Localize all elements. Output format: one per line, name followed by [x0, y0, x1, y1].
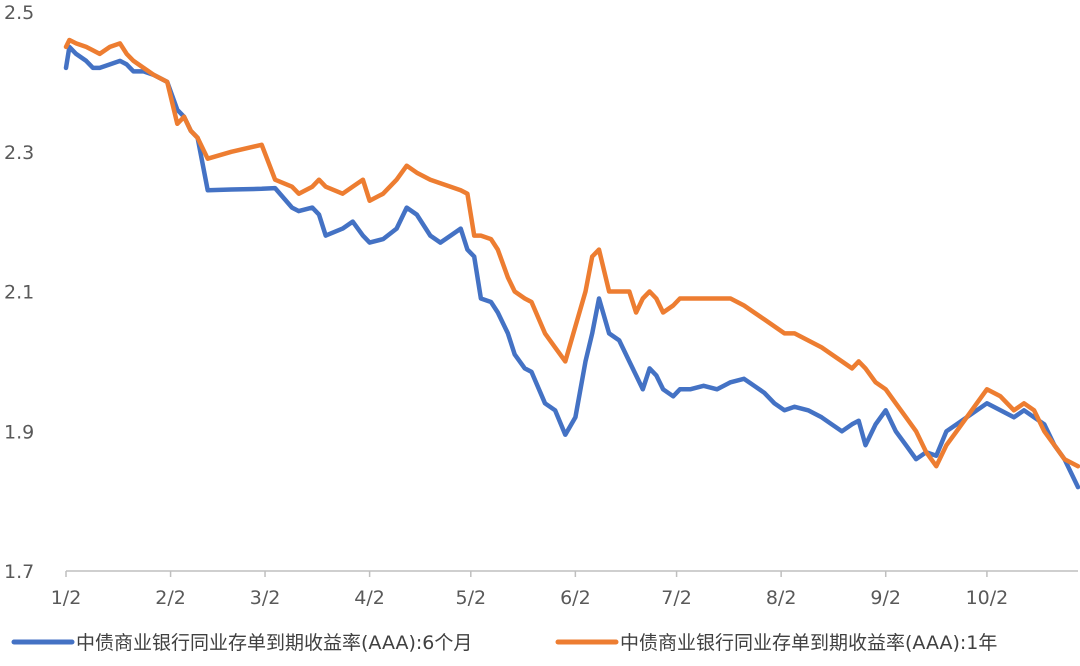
y-tick-label: 2.1 — [4, 282, 34, 304]
series-line-6m — [63, 44, 1080, 490]
series-line-1y — [63, 37, 1080, 469]
y-tick-label: 1.7 — [4, 561, 34, 583]
legend-label-6m: 中债商业银行同业存单到期收益率(AAA):6个月 — [76, 632, 472, 654]
x-axis-ticks: 1/2 2/2 3/2 4/2 5/2 6/2 7/2 8/2 9/2 10/2 — [51, 571, 1009, 609]
x-tick-label: 2/2 — [155, 587, 186, 609]
series-group — [63, 37, 1080, 490]
y-axis-ticks: 1.7 1.9 2.1 2.3 2.5 — [4, 2, 34, 583]
legend-item-1y: 中债商业银行同业存单到期收益率(AAA):1年 — [555, 632, 997, 654]
x-tick-label: 4/2 — [354, 587, 385, 609]
x-tick-label: 1/2 — [51, 587, 82, 609]
x-tick-label: 9/2 — [870, 587, 901, 609]
x-tick-label: 3/2 — [250, 587, 281, 609]
x-tick-label: 6/2 — [560, 587, 591, 609]
y-tick-label: 2.5 — [4, 2, 34, 24]
x-tick-label: 10/2 — [966, 587, 1009, 609]
y-tick-label: 1.9 — [4, 421, 34, 443]
legend-item-6m: 中债商业银行同业存单到期收益率(AAA):6个月 — [11, 632, 472, 654]
y-tick-label: 2.3 — [4, 142, 34, 164]
legend: 中债商业银行同业存单到期收益率(AAA):6个月 中债商业银行同业存单到期收益率… — [11, 632, 997, 654]
x-tick-label: 8/2 — [766, 587, 797, 609]
legend-label-1y: 中债商业银行同业存单到期收益率(AAA):1年 — [620, 632, 997, 654]
x-tick-label: 5/2 — [456, 587, 487, 609]
x-tick-label: 7/2 — [661, 587, 692, 609]
